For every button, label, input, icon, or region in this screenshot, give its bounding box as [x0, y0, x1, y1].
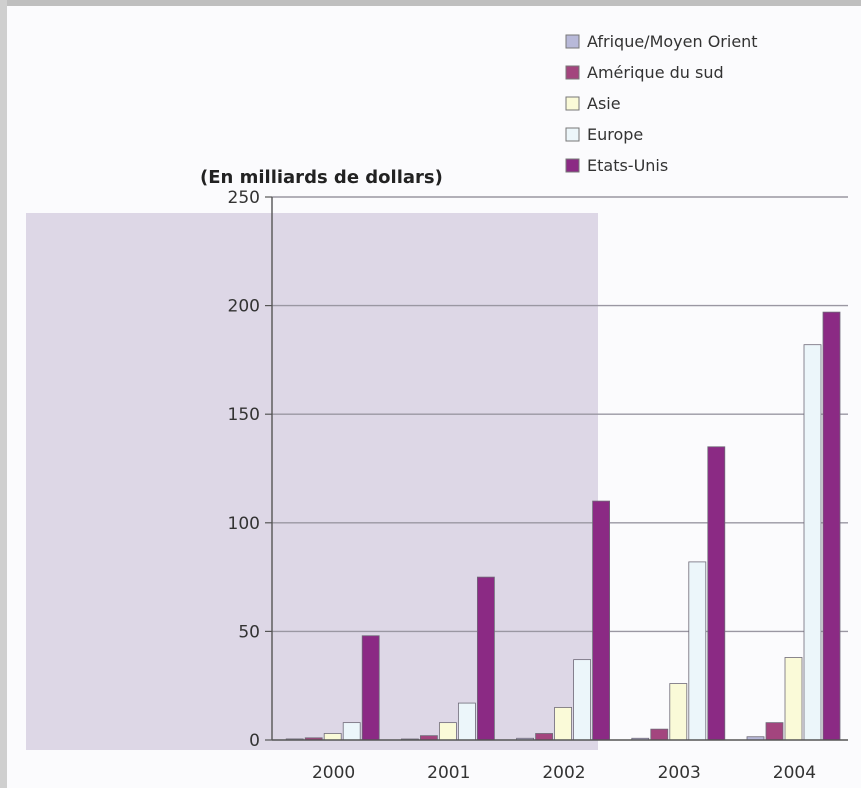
- legend-label: Amérique du sud: [587, 63, 724, 82]
- legend: Afrique/Moyen Orient Amérique du sud Asie E…: [565, 32, 758, 175]
- x-tick-label: 2001: [427, 763, 470, 783]
- bars-layer: [285, 311, 841, 741]
- y-tick-label: 200: [228, 297, 260, 317]
- legend-swatch: [565, 127, 580, 142]
- legend-label: Afrique/Moyen Orient: [587, 32, 758, 51]
- chart-background-layer: [26, 213, 598, 750]
- bar-2000-3: [323, 733, 342, 741]
- y-tick-label: 100: [228, 514, 260, 534]
- bar-2003-3: [669, 683, 688, 741]
- legend-label: Europe: [587, 125, 643, 144]
- bar-2001-5: [476, 576, 495, 741]
- gridlines-layer: [272, 196, 848, 633]
- bar-2004-4: [803, 344, 822, 741]
- bar-2003-4: [688, 561, 707, 741]
- x-tick-label: 2003: [658, 763, 701, 783]
- axes-layer: 0 50 100 150 200 250 2000 2001 2002 2003 2004: [228, 188, 848, 783]
- bar-2000-5: [361, 635, 380, 741]
- bar-2003-5: [707, 446, 726, 741]
- legend-swatch: [565, 34, 580, 49]
- y-tick-label: 50: [238, 622, 260, 642]
- legend-swatch: [565, 65, 580, 80]
- legend-label: Asie: [587, 94, 621, 113]
- x-tick-label: 2004: [773, 763, 816, 783]
- y-tick-label: 150: [228, 405, 260, 425]
- legend-swatch: [565, 96, 580, 111]
- bar-2004-3: [784, 657, 803, 741]
- x-tick-label: 2000: [312, 763, 355, 783]
- bar-2002-3: [554, 707, 572, 741]
- y-axis-label: (En milliards de dollars): [200, 167, 443, 188]
- bar-2000-4: [342, 722, 361, 741]
- legend-label: Etats-Unis: [587, 156, 668, 175]
- bar-2004-5: [822, 311, 841, 741]
- bar-2002-4: [573, 659, 591, 741]
- y-tick-label: 0: [249, 731, 260, 751]
- y-tick-label: 250: [228, 188, 260, 208]
- bar-2001-3: [438, 722, 457, 741]
- shaded-background: [26, 213, 598, 750]
- bar-2001-4: [457, 702, 476, 741]
- bar-2004-2: [765, 722, 784, 741]
- bar-2003-2: [650, 728, 669, 741]
- legend-swatch: [565, 158, 580, 173]
- bar-2002-5: [592, 500, 610, 741]
- frame-left-border: [0, 0, 7, 788]
- frame-top-border: [0, 0, 861, 6]
- x-tick-label: 2002: [542, 763, 585, 783]
- bar-2002-2: [535, 733, 553, 741]
